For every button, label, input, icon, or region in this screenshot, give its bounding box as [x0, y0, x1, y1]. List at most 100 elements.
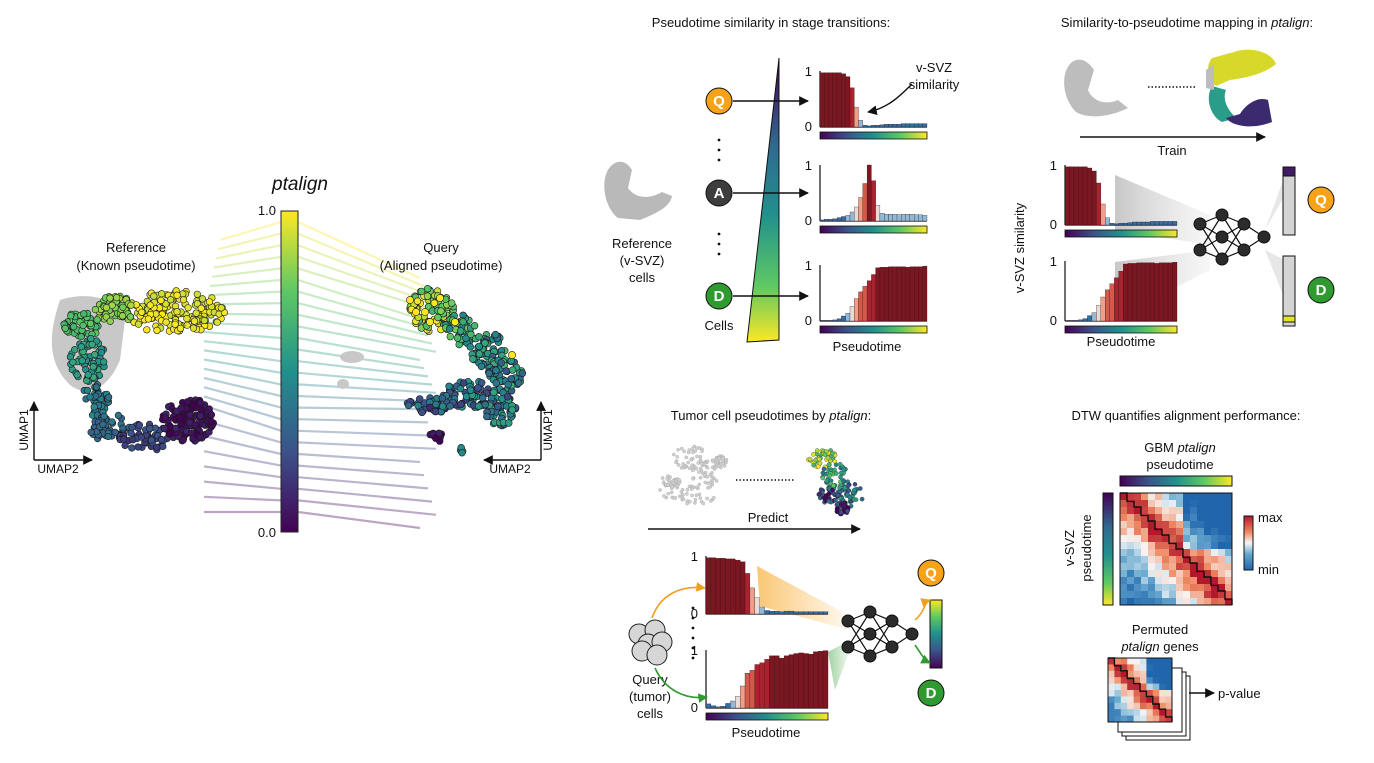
bar — [892, 124, 898, 128]
bar — [735, 696, 741, 709]
alignment-line — [211, 267, 282, 278]
bar — [1172, 221, 1178, 226]
heatmap-cell — [1197, 500, 1205, 508]
bar — [1127, 263, 1133, 322]
heatmap-cell — [1165, 670, 1173, 678]
heatmap-cell — [1225, 535, 1233, 543]
heatmap-cell — [1114, 658, 1122, 665]
axis-tick-0: 0 — [691, 606, 698, 621]
heatmap-cell — [1148, 556, 1156, 564]
bar — [1145, 262, 1151, 322]
heatmap-cell — [1183, 563, 1191, 571]
heatmap-cell — [1204, 577, 1212, 585]
bar — [783, 610, 790, 615]
heatmap-cell — [1197, 598, 1205, 606]
tumor-colored-dot — [823, 495, 828, 500]
reference-cell-dot — [217, 304, 225, 312]
bar — [1127, 222, 1133, 226]
alignment-line — [297, 510, 421, 530]
bar — [884, 267, 889, 322]
reference-cell-dot — [78, 357, 86, 365]
heatmap-cell — [1197, 514, 1205, 522]
query-cell-dot — [491, 330, 500, 339]
heatmap-cell — [1148, 570, 1156, 578]
reference-cell-dot — [134, 443, 142, 451]
bar — [1132, 263, 1137, 322]
heatmap-cell — [1141, 598, 1149, 606]
query-cell-dot — [438, 394, 447, 402]
tumor-grey-dot — [698, 496, 702, 500]
query-cell-dot — [475, 342, 483, 351]
query-cell-dot — [508, 351, 516, 359]
stage-panel-title: Pseudotime similarity in stage transitio… — [652, 15, 890, 30]
heatmap-cell — [1146, 664, 1154, 672]
tumor-grey-dot — [692, 444, 697, 449]
heatmap-cell — [1183, 535, 1191, 543]
reference-cell-dot — [67, 312, 75, 320]
heatmap-cell — [1146, 690, 1154, 697]
dtw-heatmap — [1119, 492, 1233, 606]
tumor-grey-dot — [670, 484, 674, 489]
query-cells-line2: (tumor) — [629, 689, 671, 704]
heatmap-cell — [1176, 556, 1184, 564]
heatmap-cell — [1148, 528, 1156, 536]
dtw-panel: DTW quantifies alignment performance: GB… — [1062, 408, 1301, 741]
reference-cell-dot — [190, 317, 199, 325]
reference-cell-dot — [207, 411, 216, 419]
bar — [1073, 166, 1079, 226]
heatmap-cell — [1159, 658, 1166, 665]
bar — [854, 107, 859, 128]
reference-cells-line1: Reference — [612, 236, 672, 251]
tumor-grey-dot — [711, 459, 715, 464]
heatmap-cell — [1169, 507, 1177, 515]
heatmap-cell — [1211, 542, 1219, 550]
alignment-line — [297, 290, 425, 329]
reference-cells-line3: cells — [629, 270, 656, 285]
bar — [1172, 262, 1178, 322]
heatmap-cell — [1162, 514, 1170, 522]
heatmap-cell — [1190, 528, 1198, 536]
dtw-left-colorbar — [1102, 492, 1114, 606]
heatmap-cell — [1155, 591, 1163, 599]
heatmap-cell — [1162, 500, 1170, 508]
bar — [1154, 221, 1160, 226]
tumor-grey-dot — [712, 495, 716, 500]
heatmap-cell — [1204, 514, 1212, 522]
reference-cell-dot — [127, 301, 135, 309]
heatmap-cell — [1127, 683, 1134, 691]
tumor-colored-dot — [820, 470, 826, 476]
heatmap-cell — [1120, 577, 1128, 585]
permuted-genes-label: ptalign genes — [1120, 639, 1199, 654]
heatmap-cell — [1211, 570, 1219, 578]
axis-tick-1: 1 — [805, 258, 812, 273]
nn-node — [1215, 208, 1229, 222]
heatmap-cell — [1169, 514, 1177, 522]
heatmap-cell — [1197, 493, 1205, 501]
heatmap-cell — [1176, 577, 1184, 585]
alignment-line — [297, 232, 425, 288]
similarity-chart-q: 10 — [805, 64, 928, 140]
heatmap-cell — [1176, 528, 1184, 536]
similarity-chart-d: 10 — [805, 258, 928, 334]
tumor-grey-dot — [690, 493, 694, 498]
reference-cell-dot — [70, 323, 78, 331]
heatmap-cell — [1120, 507, 1128, 515]
query-cell-dot — [483, 412, 491, 421]
heatmap-cell — [1169, 549, 1177, 557]
bar — [819, 320, 825, 322]
stage-transition-panel: Pseudotime similarity in stage transitio… — [604, 15, 960, 354]
bar — [905, 267, 911, 322]
reference-cell-dot — [177, 420, 185, 429]
reference-cell-dot — [120, 435, 128, 443]
reference-cell-dot — [137, 433, 145, 441]
reference-cell-dot — [77, 333, 85, 341]
heatmap-cell — [1197, 549, 1205, 557]
query-cell-dot — [436, 294, 444, 302]
query-cell-dot — [446, 402, 454, 410]
heatmap-cell — [1120, 664, 1128, 672]
heatmap-cell — [1169, 584, 1177, 592]
heatmap-cell — [1127, 570, 1135, 578]
heatmap-cell — [1190, 577, 1198, 585]
heatmap-cell — [1114, 677, 1122, 684]
train-label: Train — [1157, 143, 1186, 158]
